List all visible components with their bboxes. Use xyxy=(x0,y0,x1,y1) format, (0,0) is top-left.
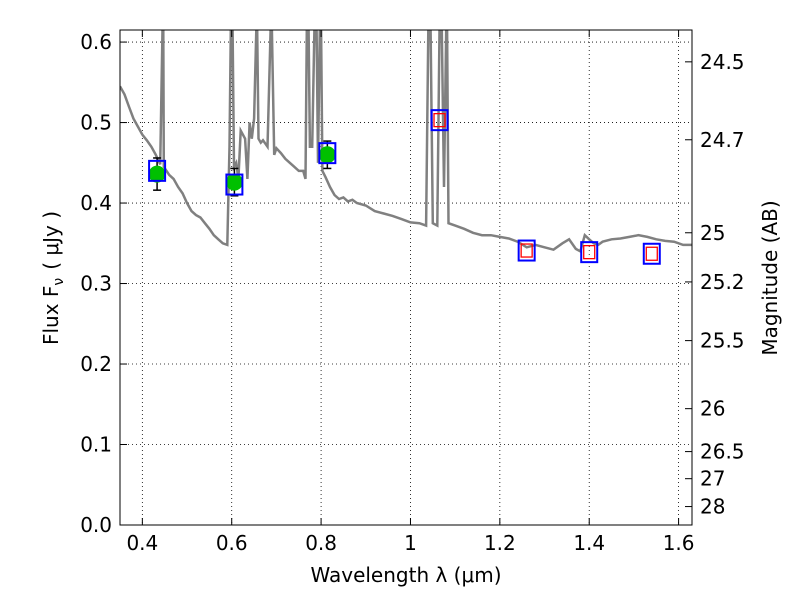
upper-limit-marker xyxy=(583,244,596,260)
model-box xyxy=(318,142,337,165)
y-axis-label-main: Flux F xyxy=(39,286,63,345)
y-tick-label: 0.4 xyxy=(80,191,112,215)
model-box xyxy=(642,242,661,265)
upper-limit-marker xyxy=(645,246,658,261)
y2-tick-label: 25.5 xyxy=(700,329,745,353)
y-tick-label: 0.6 xyxy=(80,30,112,54)
plot-area xyxy=(120,30,692,265)
y2-tick-label: 27 xyxy=(700,467,725,491)
model-box xyxy=(517,239,536,262)
y-axis-label-subscript: ν xyxy=(51,278,67,286)
x-tick-label: 0.8 xyxy=(305,531,337,555)
model-spectrum-line xyxy=(120,30,692,254)
model-box xyxy=(430,109,449,132)
x-tick-label: 0.4 xyxy=(126,531,158,555)
grid-lines xyxy=(120,30,692,526)
y2-tick-label: 26.5 xyxy=(700,440,745,464)
observed-point xyxy=(318,146,336,164)
y-axis-label-unit: ( μJy ) xyxy=(39,211,63,270)
y2-tick-label: 24.7 xyxy=(700,128,745,152)
plot-frame xyxy=(119,29,693,526)
y2-axis-label: Magnitude (AB) xyxy=(758,200,782,355)
upper-limit-marker xyxy=(520,243,533,258)
x-axis-ticks: 0.4 0.6 0.8 1 1.2 1.4 1.6 xyxy=(126,30,695,555)
y-axis-label: Flux Fν ( μJy ) xyxy=(39,211,67,345)
y-tick-label: 0.3 xyxy=(80,272,112,296)
x-tick-label: 0.6 xyxy=(216,531,248,555)
model-box xyxy=(225,173,244,196)
y-tick-label: 0.1 xyxy=(80,433,112,457)
model-box xyxy=(580,241,599,264)
model-box xyxy=(148,159,167,182)
observed-point xyxy=(225,173,243,191)
x-tick-label: 1.2 xyxy=(484,531,516,555)
x-tick-label: 1.4 xyxy=(573,531,605,555)
y-tick-label: 0.2 xyxy=(80,352,112,376)
observed-point xyxy=(148,165,166,183)
x-axis-label: Wavelength λ (μm) xyxy=(310,563,501,587)
y2-axis-ticks: 24.5 24.7 25 25.2 25.5 26 26.5 27 28 xyxy=(685,50,745,519)
y2-tick-label: 28 xyxy=(700,495,725,519)
upper-limit-boxes xyxy=(433,112,658,261)
y-tick-label: 0.5 xyxy=(80,111,112,135)
y2-tick-label: 26 xyxy=(700,397,725,421)
x-tick-label: 1 xyxy=(404,531,417,555)
y2-tick-label: 24.5 xyxy=(700,50,745,74)
x-tick-label: 1.6 xyxy=(663,531,695,555)
y2-tick-label: 25 xyxy=(700,221,725,245)
upper-limit-marker xyxy=(433,112,446,128)
y-axis-ticks: 0.0 0.1 0.2 0.3 0.4 0.5 0.6 xyxy=(80,30,127,537)
model-photometry-boxes xyxy=(148,109,661,265)
y2-tick-label: 25.2 xyxy=(700,270,745,294)
y-tick-label: 0.0 xyxy=(80,513,112,537)
